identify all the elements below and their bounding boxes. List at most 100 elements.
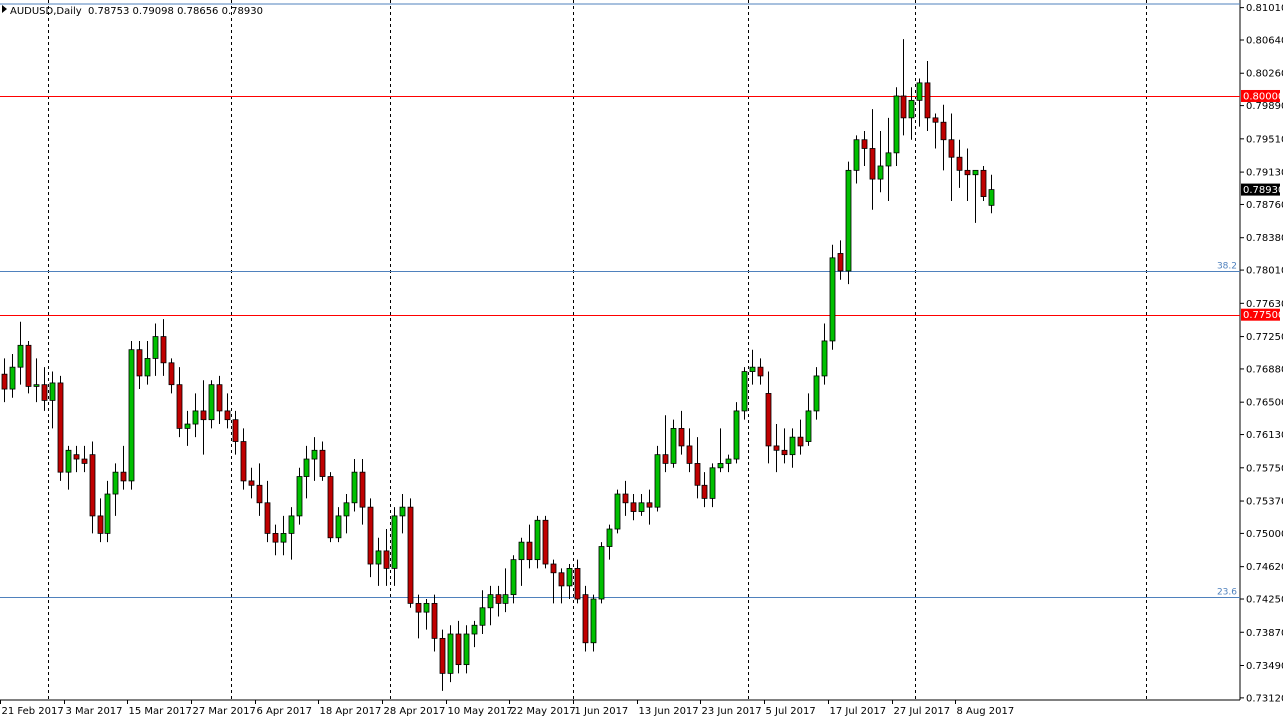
candle-body (97, 515, 104, 534)
candle-body (399, 506, 406, 517)
candle-body (837, 253, 844, 272)
bull-candle (614, 489, 621, 534)
x-tick-label: 1 Jun 2017 (575, 706, 629, 717)
x-tick-label: 18 Apr 2017 (320, 706, 382, 717)
candle-body (41, 384, 48, 401)
candle-body (972, 169, 979, 176)
candle-body (845, 169, 852, 272)
candle-body (176, 384, 183, 429)
bull-candle (789, 428, 796, 468)
bull-candle (709, 463, 716, 508)
candle-body (208, 384, 215, 421)
bear-candle (120, 445, 127, 490)
bull-candle (670, 419, 677, 468)
x-tick-label: 22 May 2017 (511, 706, 576, 717)
current-price-tag: 0.78930 (1241, 183, 1283, 196)
bull-candle (447, 625, 454, 683)
candle-body (733, 410, 740, 460)
bull-candle (184, 410, 191, 446)
bull-candle (311, 437, 318, 481)
bull-candle (510, 555, 517, 604)
bull-candle (972, 169, 979, 223)
bear-candle (232, 410, 239, 455)
bull-candle (885, 117, 892, 201)
bull-candle (303, 445, 310, 499)
bear-candle (980, 165, 987, 201)
candle-body (479, 607, 486, 626)
candle-body (956, 156, 963, 171)
period-separators (48, 0, 1147, 700)
candle-body (566, 567, 573, 587)
candle-body (526, 541, 533, 561)
candle-body (741, 371, 748, 412)
bear-candle (940, 104, 947, 171)
candle-body (590, 598, 597, 644)
bear-candle (622, 480, 629, 516)
bear-candle (216, 375, 223, 425)
candle-body (885, 152, 892, 167)
candle-body (725, 458, 732, 464)
fib-level-label: 23.6 (1217, 588, 1237, 598)
x-tick-label: 10 May 2017 (448, 706, 513, 717)
candle-body (550, 563, 557, 574)
bear-candle (41, 367, 48, 411)
bear-candle (797, 419, 804, 455)
candle-body (104, 493, 111, 534)
candle-body (574, 567, 581, 600)
bull-candle (988, 174, 995, 214)
candle-body (224, 410, 231, 421)
bull-candle (518, 537, 525, 586)
bull-candle (741, 367, 748, 420)
candle-body (773, 445, 780, 451)
bear-candle (240, 428, 247, 490)
bear-candle (57, 375, 64, 481)
candle-body (900, 95, 907, 119)
resistance-price-tag-text: 0.77500 (1243, 310, 1283, 321)
candle-body (932, 117, 939, 123)
candle-body (128, 349, 135, 482)
bull-candle (638, 494, 645, 516)
candle-body (598, 546, 605, 600)
bear-candle (383, 529, 390, 586)
bear-candle (407, 498, 414, 608)
resistance-price-tag: 0.77500 (1241, 308, 1283, 321)
candle-body (495, 594, 502, 604)
bear-candle (176, 367, 183, 438)
bull-candle (192, 393, 199, 438)
candle-body (686, 445, 693, 464)
bull-candle (65, 445, 72, 490)
bear-candle (662, 415, 669, 473)
resistance-price-tag: 0.80000 (1241, 89, 1283, 102)
candle-body (829, 257, 836, 342)
bull-candle (877, 130, 884, 193)
candle-body (916, 82, 923, 101)
bear-candle (73, 445, 80, 473)
candle-body (200, 410, 207, 421)
bear-candle (495, 585, 502, 617)
candle-body (415, 602, 422, 613)
candle-body (908, 99, 915, 119)
x-tick-label: 15 Mar 2017 (129, 706, 192, 717)
candle-body (288, 515, 295, 534)
candle-body (797, 436, 804, 447)
candle-body (630, 502, 637, 512)
candle-body (510, 559, 517, 596)
candle-body (789, 436, 796, 456)
bull-candle (590, 594, 597, 652)
candle-body (296, 476, 303, 517)
candle-body (853, 139, 860, 171)
y-tick-label: 0.73120 (1246, 693, 1283, 704)
x-tick-label: 28 Apr 2017 (384, 706, 446, 717)
candle-body (423, 602, 430, 613)
candle-body (9, 366, 16, 390)
candle-body (709, 467, 716, 499)
candle-body (447, 633, 454, 674)
x-tick-label: 27 Jul 2017 (894, 706, 951, 717)
